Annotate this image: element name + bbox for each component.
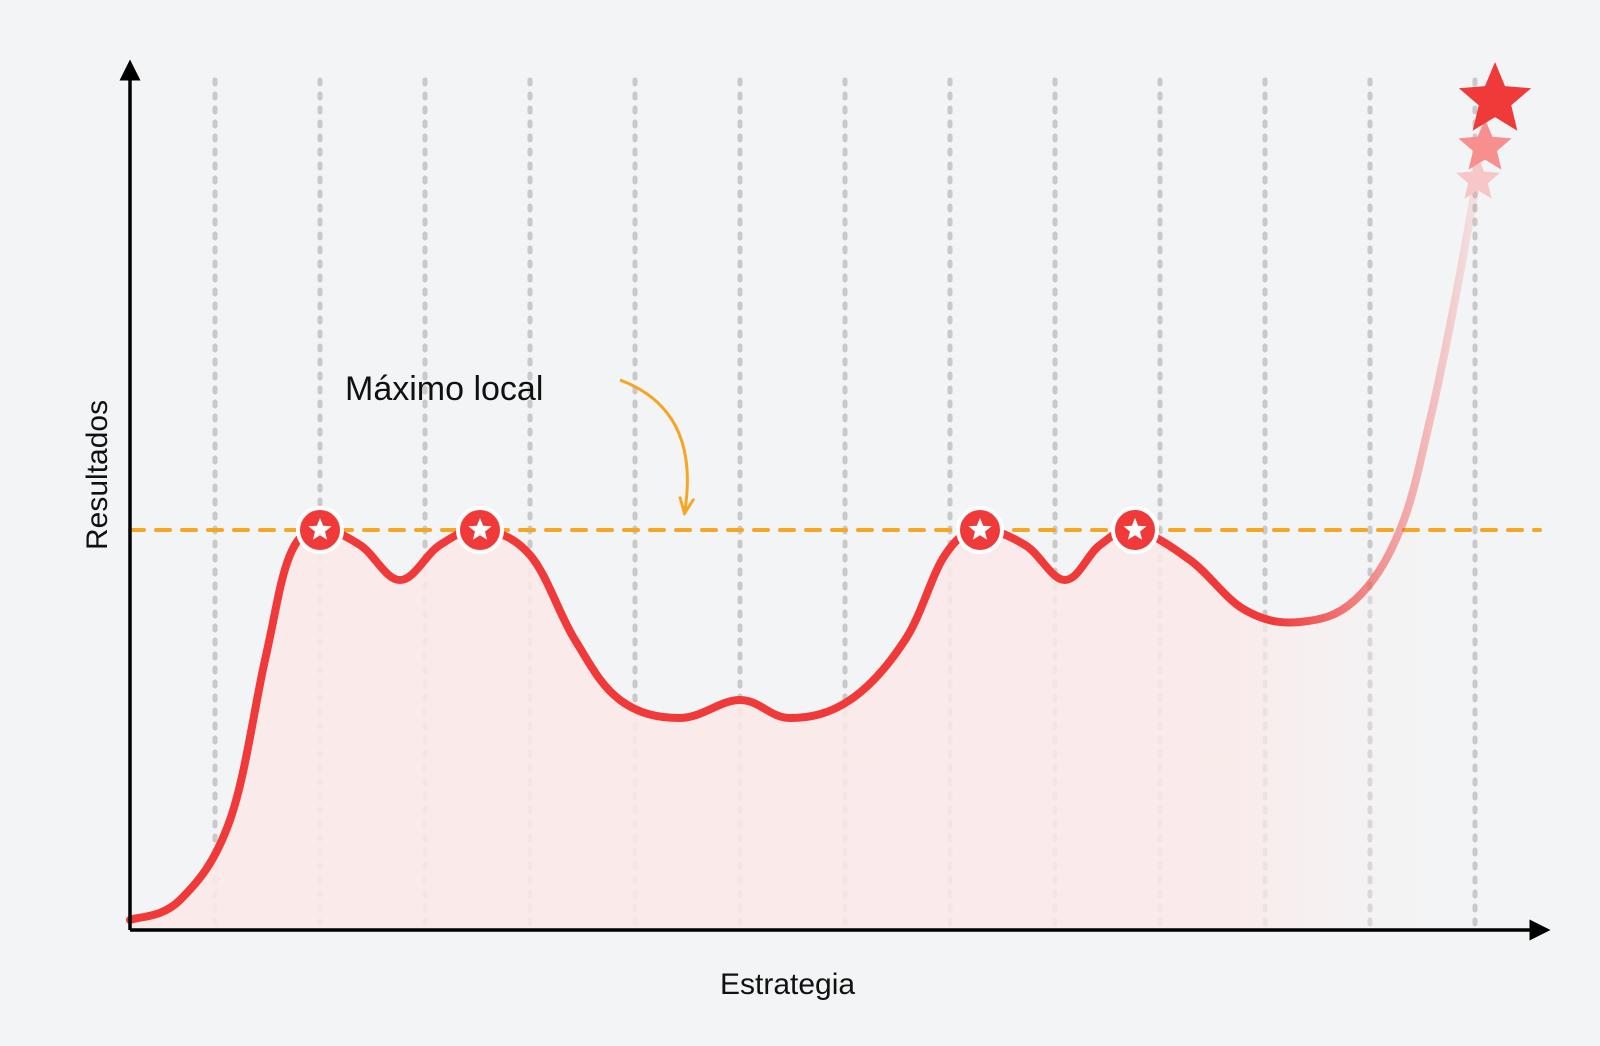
local-max-marker — [958, 508, 1002, 552]
star-icon — [1459, 62, 1531, 131]
y-axis-label: Resultados — [81, 400, 115, 550]
curve-area — [130, 190, 1475, 930]
local-max-annotation: Máximo local — [345, 370, 543, 409]
local-max-marker — [458, 508, 502, 552]
chart-stage: Resultados Estrategia Máximo local — [0, 0, 1600, 1046]
local-max-marker — [298, 508, 342, 552]
local-max-marker — [1113, 508, 1157, 552]
x-axis-label: Estrategia — [720, 968, 855, 1002]
optimization-landscape-chart — [0, 0, 1600, 1046]
annotation-arrow — [620, 380, 687, 510]
global-max-stars — [1456, 62, 1531, 199]
star-icon — [1458, 119, 1511, 170]
